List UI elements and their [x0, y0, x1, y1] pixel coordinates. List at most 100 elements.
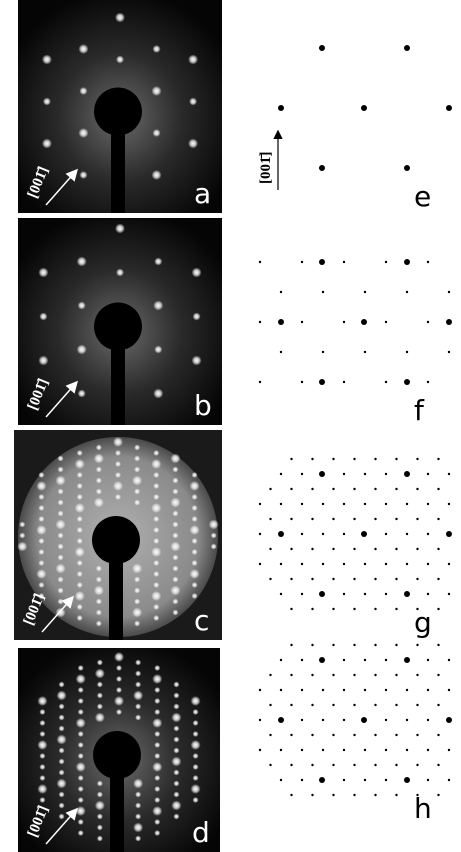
- spot: [75, 459, 85, 469]
- small-spot: [374, 704, 376, 706]
- spot: [192, 560, 198, 566]
- spot: [173, 737, 179, 743]
- spot: [135, 682, 141, 688]
- small-spot: [269, 488, 271, 490]
- spot: [115, 472, 121, 478]
- spot: [154, 775, 160, 781]
- small-spot: [448, 503, 450, 505]
- spot: [78, 753, 84, 759]
- spot: [153, 538, 159, 544]
- panel-label: g: [414, 606, 432, 639]
- spot: [152, 718, 162, 728]
- spot: [192, 505, 198, 511]
- spot: [39, 720, 45, 726]
- small-spot: [343, 503, 345, 505]
- spot: [172, 610, 178, 616]
- spot: [77, 615, 83, 621]
- spot: [76, 806, 86, 816]
- small-spot: [448, 689, 450, 691]
- spot: [114, 652, 124, 662]
- small-spot: [332, 608, 334, 610]
- main-spot: [446, 105, 452, 111]
- spot: [152, 170, 162, 180]
- spot: [78, 44, 88, 54]
- spot: [58, 555, 64, 561]
- spot: [192, 472, 198, 478]
- diffraction-photo: [001̄]c: [14, 430, 222, 640]
- main-spot: [319, 657, 325, 663]
- small-spot: [353, 674, 355, 676]
- spot: [77, 450, 83, 456]
- spot: [132, 564, 142, 574]
- main-spot: [404, 777, 410, 783]
- small-spot: [332, 578, 334, 580]
- spot: [171, 801, 181, 811]
- small-spot: [280, 351, 282, 353]
- small-spot: [385, 779, 387, 781]
- small-spot: [269, 674, 271, 676]
- spot: [135, 704, 141, 710]
- spot: [192, 516, 198, 522]
- small-spot: [259, 503, 261, 505]
- spot: [97, 825, 103, 831]
- spot: [173, 770, 179, 776]
- small-spot: [269, 578, 271, 580]
- spot: [38, 516, 44, 522]
- spot: [134, 588, 140, 594]
- small-spot: [364, 291, 366, 293]
- spot: [78, 797, 84, 803]
- small-spot: [416, 674, 418, 676]
- small-spot: [301, 473, 303, 475]
- spot: [116, 665, 122, 671]
- small-spot: [290, 458, 292, 460]
- small-spot: [269, 548, 271, 550]
- small-spot: [437, 548, 439, 550]
- small-spot: [416, 704, 418, 706]
- spot: [153, 571, 159, 577]
- small-spot: [416, 548, 418, 550]
- spot: [39, 775, 45, 781]
- small-spot: [259, 533, 261, 535]
- spot: [189, 98, 197, 106]
- small-spot: [427, 321, 429, 323]
- spot: [96, 610, 102, 616]
- small-spot: [311, 578, 313, 580]
- spot: [171, 713, 181, 723]
- main-spot: [404, 471, 410, 477]
- spot: [97, 814, 103, 820]
- spot: [152, 762, 162, 772]
- small-spot: [406, 351, 408, 353]
- spot: [193, 313, 201, 321]
- small-spot: [290, 704, 292, 706]
- small-spot: [406, 749, 408, 751]
- small-spot: [343, 689, 345, 691]
- spot: [173, 693, 179, 699]
- small-spot: [301, 563, 303, 565]
- spot: [135, 660, 141, 666]
- small-spot: [364, 473, 366, 475]
- small-spot: [427, 261, 429, 263]
- small-spot: [322, 719, 324, 721]
- small-spot: [374, 644, 376, 646]
- small-spot: [427, 749, 429, 751]
- spot: [173, 704, 179, 710]
- small-spot: [353, 578, 355, 580]
- small-spot: [416, 458, 418, 460]
- spot: [154, 830, 160, 836]
- small-spot: [332, 764, 334, 766]
- spot: [193, 731, 199, 737]
- spot: [172, 577, 178, 583]
- spot: [132, 608, 142, 618]
- spot: [38, 356, 48, 366]
- spot: [38, 549, 44, 555]
- spot: [78, 731, 84, 737]
- spot: [77, 345, 87, 355]
- spot: [38, 505, 44, 511]
- small-spot: [385, 533, 387, 535]
- small-spot: [259, 563, 261, 565]
- main-spot: [446, 531, 452, 537]
- spot: [36, 481, 46, 491]
- small-spot: [448, 779, 450, 781]
- spot: [173, 682, 179, 688]
- spot: [96, 566, 102, 572]
